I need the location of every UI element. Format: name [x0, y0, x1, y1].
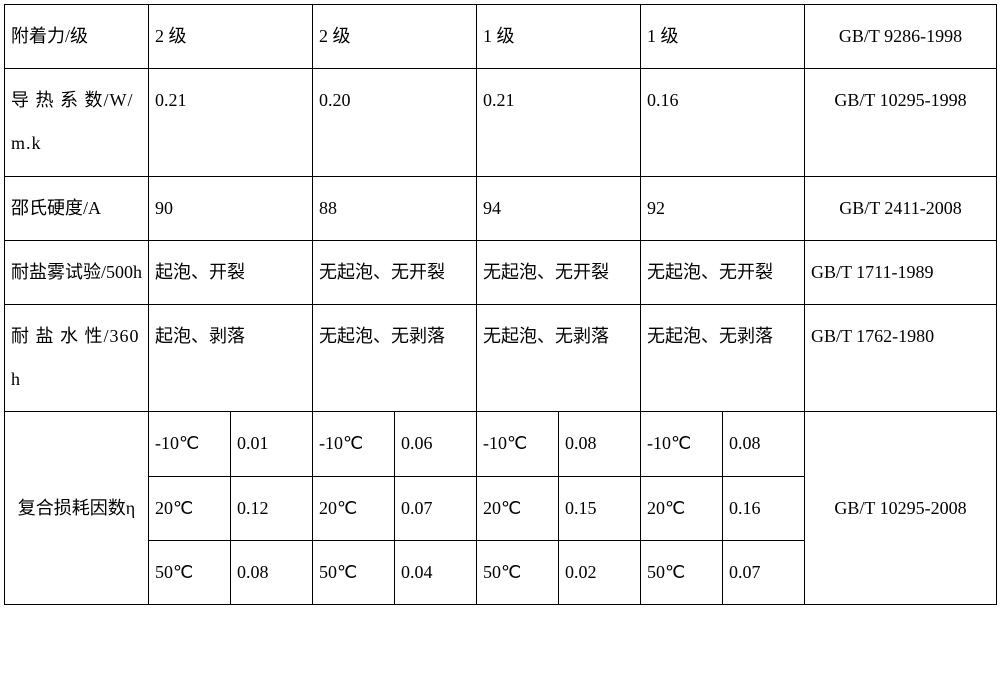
cell: 0.04 [395, 540, 477, 604]
temp-cell: -10℃ [477, 412, 559, 476]
row-label: 邵氏硬度/A [5, 176, 149, 240]
cell: 1 级 [641, 5, 805, 69]
standard-cell: GB/T 1711-1989 [805, 240, 997, 304]
cell: 无起泡、无剥落 [477, 304, 641, 411]
cell: 2 级 [149, 5, 313, 69]
table-row: 耐盐雾试验/500h 起泡、开裂 无起泡、无开裂 无起泡、无开裂 无起泡、无开裂… [5, 240, 997, 304]
standard-cell: GB/T 2411-2008 [805, 176, 997, 240]
standard-cell: GB/T 9286-1998 [805, 5, 997, 69]
properties-table: 附着力/级 2 级 2 级 1 级 1 级 GB/T 9286-1998 导 热… [4, 4, 997, 605]
temp-cell: -10℃ [149, 412, 231, 476]
temp-cell: 50℃ [313, 540, 395, 604]
temp-cell: 20℃ [313, 476, 395, 540]
cell: 0.08 [723, 412, 805, 476]
row-label: 复合损耗因数η [5, 412, 149, 605]
cell: 无起泡、无剥落 [641, 304, 805, 411]
cell: 0.07 [395, 476, 477, 540]
row-label: 耐 盐 水 性/360h [5, 304, 149, 411]
temp-cell: 20℃ [149, 476, 231, 540]
cell: 0.08 [559, 412, 641, 476]
cell: 0.12 [231, 476, 313, 540]
temp-cell: 50℃ [641, 540, 723, 604]
temp-cell: 20℃ [477, 476, 559, 540]
temp-cell: -10℃ [313, 412, 395, 476]
cell: 0.08 [231, 540, 313, 604]
cell: 无起泡、无开裂 [313, 240, 477, 304]
cell: 无起泡、无剥落 [313, 304, 477, 411]
cell: 0.21 [477, 69, 641, 176]
cell: 0.15 [559, 476, 641, 540]
cell: 0.06 [395, 412, 477, 476]
row-label: 附着力/级 [5, 5, 149, 69]
standard-cell: GB/T 1762-1980 [805, 304, 997, 411]
cell: 94 [477, 176, 641, 240]
cell: 0.16 [641, 69, 805, 176]
temp-cell: 50℃ [149, 540, 231, 604]
cell: 0.02 [559, 540, 641, 604]
cell: 0.01 [231, 412, 313, 476]
standard-cell: GB/T 10295-2008 [805, 412, 997, 605]
cell: 无起泡、无开裂 [641, 240, 805, 304]
cell: 92 [641, 176, 805, 240]
cell: 90 [149, 176, 313, 240]
temp-cell: 50℃ [477, 540, 559, 604]
temp-cell: 20℃ [641, 476, 723, 540]
table-row: 导 热 系 数/W/m.k 0.21 0.20 0.21 0.16 GB/T 1… [5, 69, 997, 176]
cell: 1 级 [477, 5, 641, 69]
row-label: 导 热 系 数/W/m.k [5, 69, 149, 176]
table-row: 复合损耗因数η -10℃ 0.01 -10℃ 0.06 -10℃ 0.08 -1… [5, 412, 997, 476]
cell: 88 [313, 176, 477, 240]
cell: 起泡、开裂 [149, 240, 313, 304]
cell: 起泡、剥落 [149, 304, 313, 411]
cell: 2 级 [313, 5, 477, 69]
standard-cell: GB/T 10295-1998 [805, 69, 997, 176]
table-row: 附着力/级 2 级 2 级 1 级 1 级 GB/T 9286-1998 [5, 5, 997, 69]
cell: 0.16 [723, 476, 805, 540]
cell: 无起泡、无开裂 [477, 240, 641, 304]
table-row: 邵氏硬度/A 90 88 94 92 GB/T 2411-2008 [5, 176, 997, 240]
cell: 0.20 [313, 69, 477, 176]
cell: 0.21 [149, 69, 313, 176]
cell: 0.07 [723, 540, 805, 604]
table-row: 耐 盐 水 性/360h 起泡、剥落 无起泡、无剥落 无起泡、无剥落 无起泡、无… [5, 304, 997, 411]
row-label: 耐盐雾试验/500h [5, 240, 149, 304]
temp-cell: -10℃ [641, 412, 723, 476]
